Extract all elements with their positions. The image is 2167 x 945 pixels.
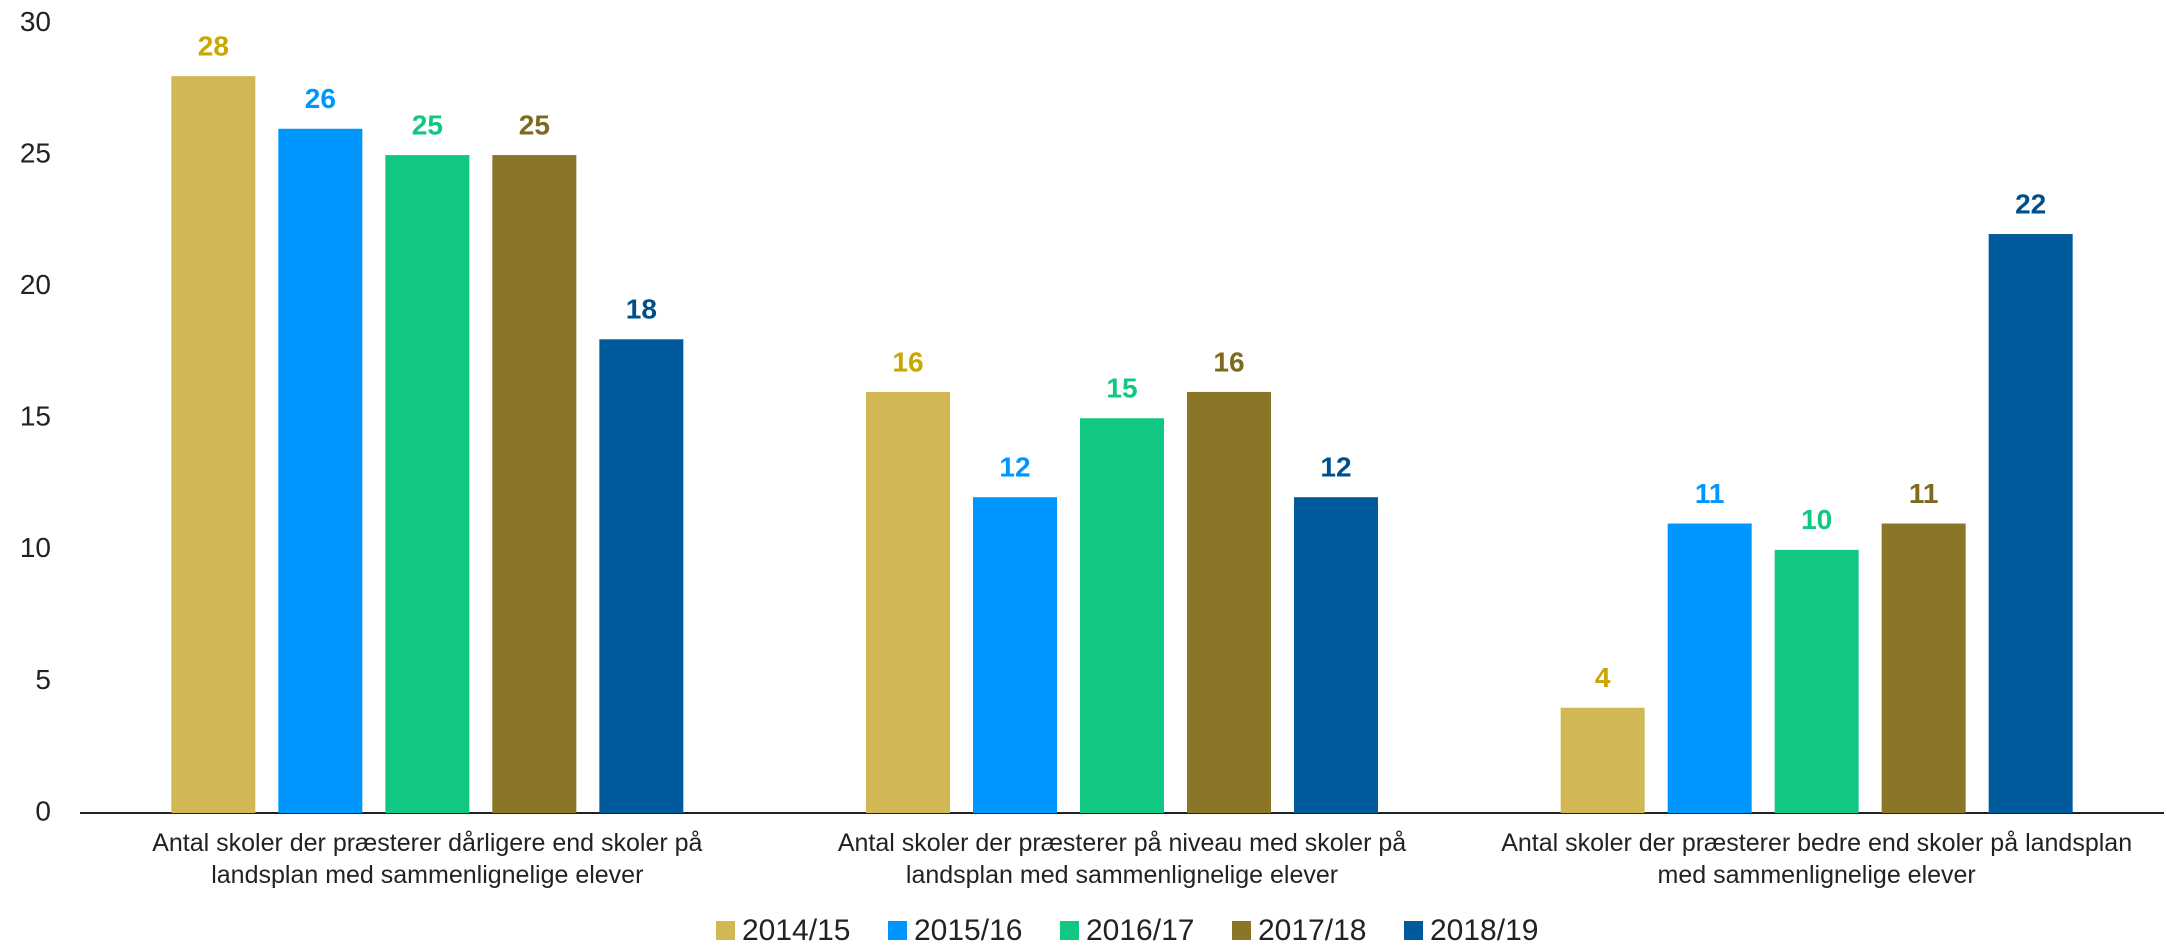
data-label: 12 [999, 452, 1030, 483]
bar [1988, 234, 2073, 814]
legend-label: 2017/18 [1258, 914, 1366, 945]
legend-label: 2015/16 [914, 914, 1022, 945]
data-label: 16 [892, 346, 923, 377]
x-tick-label: Antal skoler der præsterer bedre end sko… [1501, 829, 2133, 889]
legend-label: 2018/19 [1430, 914, 1538, 945]
bar [1080, 418, 1164, 813]
data-label: 12 [1320, 452, 1351, 483]
legend-swatch [1404, 921, 1423, 940]
legend-swatch [1060, 921, 1079, 940]
bar [1560, 707, 1645, 813]
legend-label: 2014/15 [742, 914, 850, 945]
data-label: 18 [626, 294, 657, 325]
data-label: 25 [519, 109, 550, 140]
bar [973, 497, 1057, 813]
bar [1881, 523, 1966, 813]
y-tick-label: 30 [20, 6, 51, 37]
data-label: 16 [1213, 346, 1244, 377]
y-tick-label: 20 [20, 269, 51, 300]
data-label: 11 [1695, 478, 1725, 509]
data-label: 25 [412, 109, 443, 140]
data-label: 4 [1595, 662, 1611, 693]
y-tick-label: 0 [35, 795, 51, 826]
y-tick-label: 5 [35, 664, 51, 695]
bar [599, 339, 684, 813]
data-label: 10 [1801, 504, 1832, 535]
y-tick-label: 15 [20, 401, 51, 432]
bar [1187, 391, 1271, 813]
data-label: 15 [1106, 373, 1137, 404]
bar [1774, 549, 1859, 813]
bar [1667, 523, 1752, 813]
bar [866, 391, 950, 813]
bar [385, 155, 470, 814]
legend-swatch [1232, 921, 1251, 940]
bar [1294, 497, 1378, 813]
data-label: 22 [2015, 188, 2046, 219]
data-label: 28 [198, 31, 229, 62]
y-tick-label: 10 [20, 532, 51, 563]
bar [492, 155, 577, 814]
data-label: 26 [305, 83, 336, 114]
data-label: 11 [1909, 478, 1939, 509]
legend-label: 2016/17 [1086, 914, 1194, 945]
legend-swatch [716, 921, 735, 940]
bar [171, 76, 256, 814]
legend-swatch [888, 921, 907, 940]
x-tick-label: Antal skoler der præsterer på niveau med… [837, 829, 1407, 889]
bar [278, 128, 363, 813]
y-tick-label: 25 [20, 137, 51, 168]
x-tick-label: Antal skoler der præsterer dårligere end… [152, 829, 703, 889]
